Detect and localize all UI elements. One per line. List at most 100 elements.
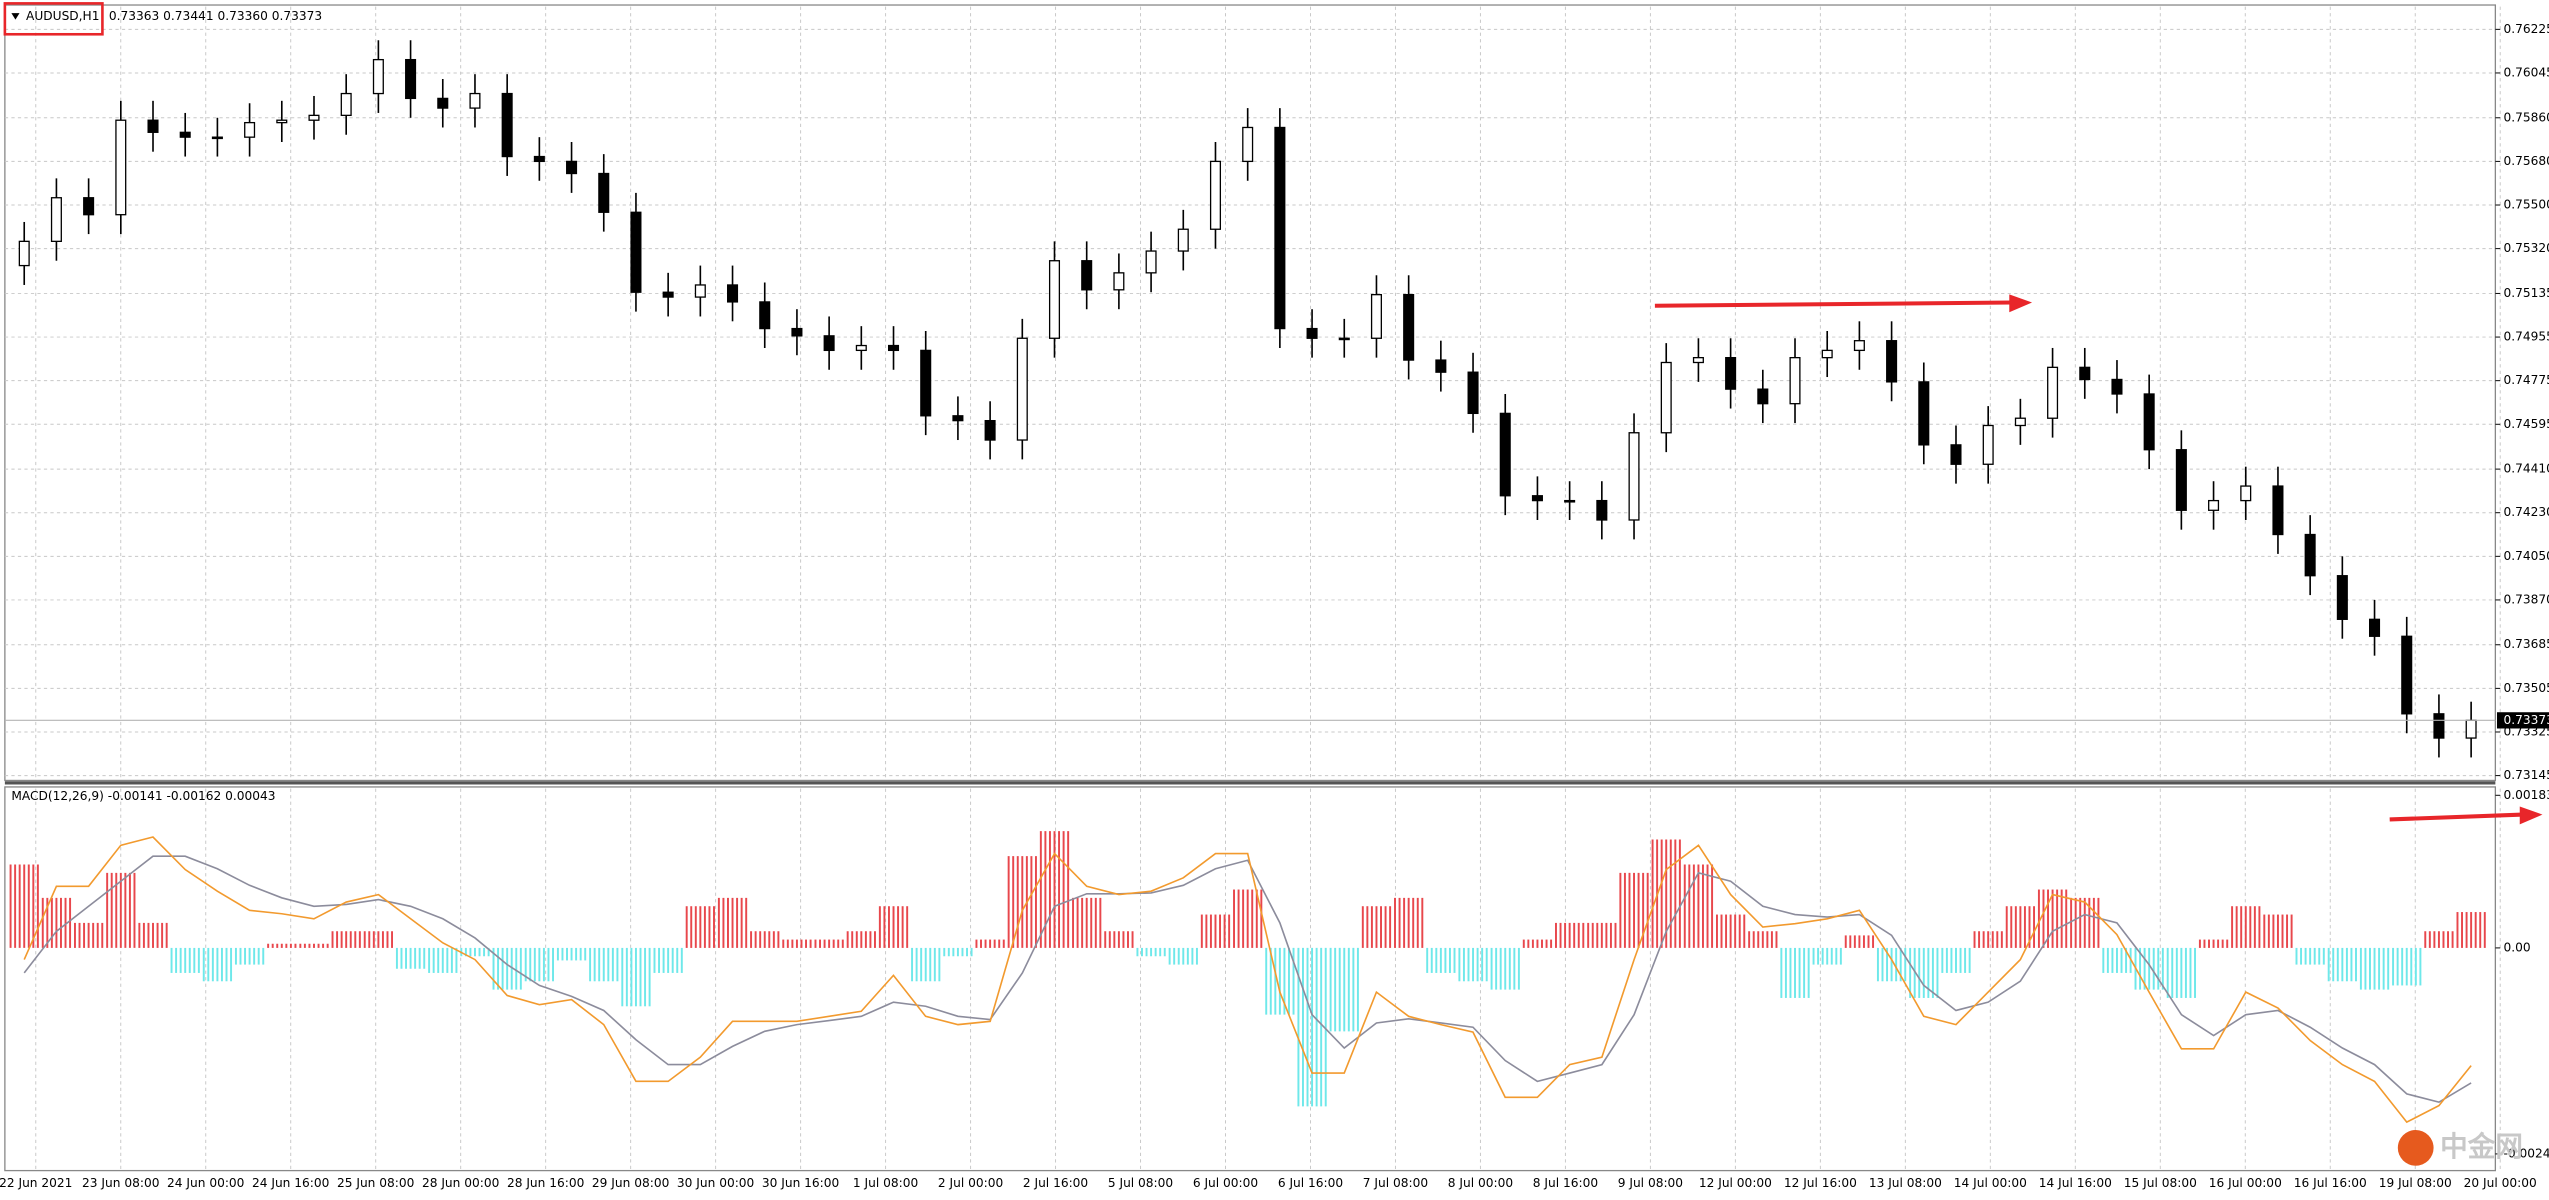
candle-body (662, 291, 674, 298)
x-tick-label: 2 Jul 00:00 (938, 1176, 1003, 1190)
candle-body (1821, 349, 1833, 359)
macd-panel (4, 786, 2497, 1172)
x-tick-label: 2 Jul 16:00 (1023, 1176, 1088, 1190)
y-tick-label: 0.75500 (2503, 198, 2549, 212)
candle-body (1274, 126, 1286, 330)
candle-body (83, 197, 95, 216)
candle-body (1338, 337, 1350, 341)
x-tick-label: 16 Jul 00:00 (2209, 1176, 2282, 1190)
x-tick-label: 7 Jul 08:00 (1363, 1176, 1428, 1190)
candle-body (147, 119, 159, 133)
x-tick-label: 23 Jun 08:00 (82, 1176, 159, 1190)
x-tick-label: 13 Jul 08:00 (1869, 1176, 1942, 1190)
candle-body (1692, 356, 1704, 364)
y-tick-label: 0.74410 (2503, 462, 2549, 476)
candle-body (1113, 272, 1125, 291)
highlight-box (3, 2, 104, 36)
y-tick-label: 0.73505 (2503, 681, 2549, 695)
candle-body (437, 97, 449, 109)
x-tick-label: 1 Jul 08:00 (853, 1176, 918, 1190)
candle-body (1048, 260, 1061, 339)
y-tick-label: 0.74955 (2503, 330, 2549, 344)
candle-body (1177, 228, 1189, 252)
candle-body (405, 58, 417, 100)
x-tick-label: 15 Jul 08:00 (2124, 1176, 2197, 1190)
y-tick-label: 0.73685 (2503, 637, 2549, 651)
candle-body (791, 327, 803, 337)
macd-line (23, 836, 2472, 1124)
x-tick-label: 8 Jul 00:00 (1448, 1176, 1513, 1190)
candle-body (1306, 327, 1318, 339)
candle-body (759, 301, 771, 330)
candle-body (1467, 371, 1479, 415)
candle-body (1370, 294, 1382, 339)
y-tick-label: 0.74050 (2503, 549, 2549, 563)
candle-body (566, 160, 578, 175)
candle-body (2208, 499, 2220, 511)
candle-body (2047, 366, 2059, 419)
y-tick-label: 0.75135 (2503, 286, 2549, 300)
y-tick-label: 0.73145 (2503, 768, 2549, 782)
candle-body (1499, 412, 1511, 497)
candle-body (308, 114, 320, 121)
candle-body (1982, 424, 1994, 465)
x-tick-label: 30 Jun 00:00 (677, 1176, 754, 1190)
candle-body (984, 419, 996, 441)
y-tick-label: 0.74230 (2503, 505, 2549, 519)
candle-body (2304, 533, 2316, 577)
y-tick-label: 0.75680 (2503, 154, 2549, 168)
x-tick-label: 28 Jun 00:00 (422, 1176, 499, 1190)
y-tick-label: 0.73870 (2503, 592, 2549, 606)
candle-body (694, 284, 706, 298)
candle-body (2433, 713, 2445, 739)
candle-body (952, 415, 964, 422)
candle-body (2175, 449, 2187, 511)
candle-body (2111, 378, 2123, 395)
annotation-arrow (1654, 300, 2013, 308)
candle-body (179, 131, 191, 138)
x-tick-label: 14 Jul 00:00 (1954, 1176, 2027, 1190)
x-tick-label: 22 Jun 2021 (0, 1176, 72, 1190)
candle-body (920, 349, 932, 417)
candle-body (2465, 719, 2477, 739)
y-tick-label: 0.74775 (2503, 373, 2549, 387)
y-tick-label: -0.00247 (2503, 1146, 2549, 1160)
candle-body (276, 119, 288, 124)
y-tick-label: 0.00 (2503, 940, 2530, 954)
candle-body (1403, 294, 1415, 361)
candle-body (1242, 126, 1254, 163)
candle-body (1628, 432, 1640, 521)
candle-body (469, 92, 481, 109)
arrow-head (2009, 294, 2033, 313)
annotation-arrow (2389, 812, 2524, 822)
x-tick-label: 6 Jul 00:00 (1193, 1176, 1258, 1190)
candle-body (1531, 495, 1543, 502)
x-tick-label: 24 Jun 16:00 (252, 1176, 329, 1190)
last-price-label: 0.73373 (2503, 713, 2549, 727)
x-tick-label: 24 Jun 00:00 (167, 1176, 244, 1190)
x-tick-label: 6 Jul 16:00 (1278, 1176, 1343, 1190)
candle-body (372, 58, 384, 95)
candle-body (2369, 618, 2381, 637)
x-tick-label: 29 Jun 08:00 (592, 1176, 669, 1190)
candle-body (1145, 250, 1157, 274)
x-tick-label: 25 Jun 08:00 (337, 1176, 414, 1190)
x-tick-label: 20 Jul 00:00 (2464, 1176, 2537, 1190)
signal-line (23, 855, 2472, 1104)
candle-body (1660, 361, 1672, 434)
y-tick-label: 0.00183 (2503, 788, 2549, 802)
y-tick-label: 0.75860 (2503, 110, 2549, 124)
x-tick-label: 12 Jul 00:00 (1699, 1176, 1772, 1190)
x-tick-label: 9 Jul 08:00 (1618, 1176, 1683, 1190)
candle-body (211, 136, 223, 140)
candle-body (533, 155, 545, 163)
candle-body (244, 121, 256, 138)
candle-body (1950, 444, 1962, 465)
x-tick-label: 19 Jul 08:00 (2379, 1176, 2452, 1190)
watermark: 中金网 (2440, 1130, 2523, 1163)
y-tick-label: 0.74595 (2503, 417, 2549, 431)
candle-body (115, 119, 127, 216)
y-tick-label: 0.76225 (2503, 22, 2549, 36)
candle-body (598, 172, 610, 213)
